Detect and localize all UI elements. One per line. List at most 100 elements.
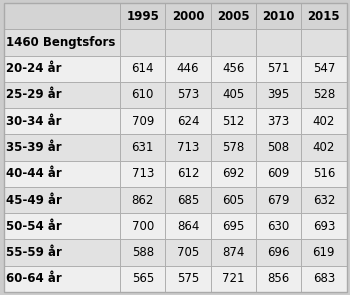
Bar xyxy=(211,82,256,108)
Bar xyxy=(166,266,211,292)
Bar xyxy=(211,240,256,266)
Bar xyxy=(211,134,256,161)
Text: 512: 512 xyxy=(222,115,245,128)
Bar xyxy=(120,266,166,292)
Bar xyxy=(211,55,256,82)
Text: 612: 612 xyxy=(177,167,199,180)
Text: 402: 402 xyxy=(313,141,335,154)
Bar xyxy=(166,134,211,161)
Text: 721: 721 xyxy=(222,272,245,285)
Text: 605: 605 xyxy=(222,194,244,206)
Bar xyxy=(256,134,301,161)
Text: 709: 709 xyxy=(132,115,154,128)
Bar xyxy=(166,55,211,82)
Text: 588: 588 xyxy=(132,246,154,259)
Text: 1995: 1995 xyxy=(126,10,159,23)
Bar xyxy=(4,55,120,82)
Bar xyxy=(166,240,211,266)
Text: 565: 565 xyxy=(132,272,154,285)
Bar xyxy=(301,108,346,134)
Text: 856: 856 xyxy=(267,272,290,285)
Bar xyxy=(256,82,301,108)
Bar xyxy=(301,82,346,108)
Text: 40-44 år: 40-44 år xyxy=(6,167,62,180)
Bar xyxy=(301,266,346,292)
Bar xyxy=(301,213,346,240)
Text: 2015: 2015 xyxy=(308,10,340,23)
Text: 508: 508 xyxy=(267,141,290,154)
Text: 573: 573 xyxy=(177,88,199,101)
Bar xyxy=(211,266,256,292)
Bar xyxy=(211,161,256,187)
Text: 696: 696 xyxy=(267,246,290,259)
Bar xyxy=(120,187,166,213)
Text: 446: 446 xyxy=(177,62,199,75)
Bar xyxy=(256,108,301,134)
Bar xyxy=(120,55,166,82)
Bar xyxy=(4,108,120,134)
Bar xyxy=(4,3,120,29)
Text: 30-34 år: 30-34 år xyxy=(6,115,62,128)
Bar xyxy=(256,55,301,82)
Bar xyxy=(166,82,211,108)
Text: 1460 Bengtsfors: 1460 Bengtsfors xyxy=(6,36,116,49)
Text: 528: 528 xyxy=(313,88,335,101)
Text: 624: 624 xyxy=(177,115,199,128)
Bar xyxy=(256,161,301,187)
Text: 60-64 år: 60-64 år xyxy=(6,272,62,285)
Text: 679: 679 xyxy=(267,194,290,206)
Bar xyxy=(4,29,120,55)
Text: 632: 632 xyxy=(313,194,335,206)
Bar xyxy=(120,240,166,266)
Text: 571: 571 xyxy=(267,62,290,75)
Text: 395: 395 xyxy=(267,88,290,101)
Bar xyxy=(120,134,166,161)
Text: 578: 578 xyxy=(222,141,244,154)
Text: 692: 692 xyxy=(222,167,245,180)
Bar xyxy=(256,187,301,213)
Text: 456: 456 xyxy=(222,62,245,75)
Text: 610: 610 xyxy=(132,88,154,101)
Bar xyxy=(301,187,346,213)
Text: 25-29 år: 25-29 år xyxy=(6,88,62,101)
Bar xyxy=(301,240,346,266)
Text: 50-54 år: 50-54 år xyxy=(6,220,62,233)
Bar xyxy=(211,213,256,240)
Bar xyxy=(211,29,256,55)
Text: 373: 373 xyxy=(267,115,290,128)
Bar xyxy=(4,213,120,240)
Text: 630: 630 xyxy=(267,220,290,233)
Text: 547: 547 xyxy=(313,62,335,75)
Bar xyxy=(166,187,211,213)
Text: 614: 614 xyxy=(132,62,154,75)
Bar xyxy=(4,240,120,266)
Text: 2005: 2005 xyxy=(217,10,250,23)
Bar xyxy=(4,134,120,161)
Bar xyxy=(256,213,301,240)
Text: 685: 685 xyxy=(177,194,199,206)
Text: 713: 713 xyxy=(132,167,154,180)
Text: 405: 405 xyxy=(222,88,244,101)
Bar xyxy=(120,108,166,134)
Bar xyxy=(166,213,211,240)
Bar xyxy=(301,161,346,187)
Text: 695: 695 xyxy=(222,220,245,233)
Text: 874: 874 xyxy=(222,246,245,259)
Text: 705: 705 xyxy=(177,246,199,259)
Bar xyxy=(120,29,166,55)
Bar xyxy=(301,134,346,161)
Bar xyxy=(120,3,166,29)
Text: 35-39 år: 35-39 år xyxy=(6,141,62,154)
Text: 575: 575 xyxy=(177,272,199,285)
Text: 619: 619 xyxy=(313,246,335,259)
Bar xyxy=(120,213,166,240)
Bar xyxy=(256,266,301,292)
Bar xyxy=(4,82,120,108)
Bar xyxy=(120,161,166,187)
Text: 700: 700 xyxy=(132,220,154,233)
Text: 864: 864 xyxy=(177,220,199,233)
Text: 45-49 år: 45-49 år xyxy=(6,194,62,206)
Bar xyxy=(166,3,211,29)
Bar xyxy=(166,29,211,55)
Text: 402: 402 xyxy=(313,115,335,128)
